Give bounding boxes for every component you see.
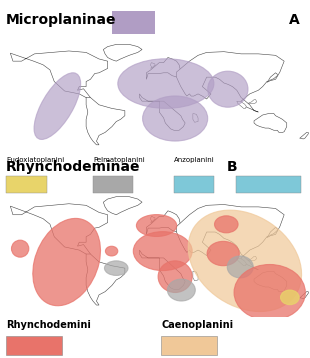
Text: B: B (227, 160, 238, 174)
Ellipse shape (207, 241, 239, 266)
Polygon shape (10, 204, 108, 256)
Polygon shape (267, 227, 277, 237)
Text: Anzoplanini: Anzoplanini (174, 157, 214, 163)
Ellipse shape (105, 246, 118, 256)
Text: Rhynchodemini: Rhynchodemini (6, 320, 91, 330)
Ellipse shape (34, 73, 81, 140)
Polygon shape (254, 113, 287, 132)
Ellipse shape (136, 214, 177, 237)
Ellipse shape (143, 96, 208, 141)
Polygon shape (237, 101, 246, 108)
Polygon shape (237, 258, 246, 266)
Ellipse shape (167, 279, 195, 301)
Ellipse shape (215, 216, 238, 233)
Polygon shape (146, 211, 181, 234)
Bar (6, 176, 47, 193)
Ellipse shape (33, 218, 100, 306)
Ellipse shape (188, 210, 302, 311)
Polygon shape (300, 292, 308, 299)
Bar (93, 176, 133, 193)
Ellipse shape (281, 290, 299, 305)
Polygon shape (248, 100, 257, 103)
Polygon shape (140, 250, 185, 289)
Polygon shape (300, 132, 308, 139)
Polygon shape (140, 94, 185, 130)
Polygon shape (86, 254, 125, 305)
Bar (236, 176, 301, 193)
Polygon shape (103, 197, 142, 215)
Ellipse shape (133, 232, 192, 271)
Bar (174, 176, 214, 193)
Polygon shape (248, 256, 257, 260)
Text: Eudoxiatoplanini: Eudoxiatoplanini (6, 157, 64, 163)
Polygon shape (151, 216, 155, 223)
Bar (161, 336, 217, 355)
Ellipse shape (158, 261, 192, 292)
Ellipse shape (227, 256, 253, 278)
Text: Caenoplanini: Caenoplanini (161, 320, 233, 330)
FancyBboxPatch shape (112, 11, 155, 34)
Ellipse shape (234, 265, 305, 320)
Ellipse shape (104, 261, 128, 275)
Polygon shape (146, 58, 181, 79)
Polygon shape (193, 113, 198, 122)
Ellipse shape (118, 59, 214, 108)
Bar (6, 336, 62, 355)
Polygon shape (176, 52, 284, 112)
Ellipse shape (11, 240, 29, 257)
Polygon shape (176, 204, 284, 270)
Text: A: A (289, 13, 300, 27)
Polygon shape (103, 44, 142, 61)
Text: Pelmatoplanini: Pelmatoplanini (93, 157, 145, 163)
Polygon shape (267, 73, 277, 82)
Polygon shape (151, 63, 155, 68)
Text: Microplaninae: Microplaninae (6, 13, 117, 27)
Text: Rhynchodeminae: Rhynchodeminae (6, 160, 141, 174)
Ellipse shape (208, 71, 248, 107)
Polygon shape (86, 97, 125, 145)
Polygon shape (254, 271, 287, 292)
Polygon shape (193, 271, 198, 281)
Polygon shape (10, 51, 108, 99)
